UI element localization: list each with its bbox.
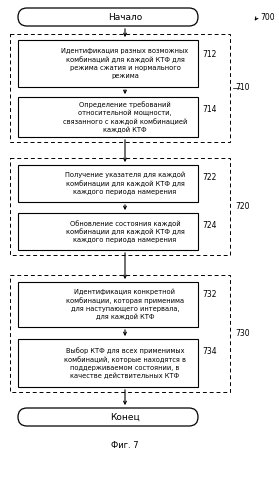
- FancyBboxPatch shape: [18, 408, 198, 426]
- Text: 724: 724: [202, 221, 217, 230]
- Text: 720: 720: [235, 202, 249, 211]
- Bar: [18, 213, 198, 250]
- Text: Начало: Начало: [108, 12, 142, 22]
- Bar: [18, 282, 198, 327]
- Text: Выбор КТФ для всех применимых
комбинаций, которые находятся в
поддерживаемом сос: Выбор КТФ для всех применимых комбинаций…: [64, 347, 186, 379]
- Text: Идентификация конкретной
комбинации, которая применима
для наступающего интервал: Идентификация конкретной комбинации, кот…: [66, 288, 184, 320]
- Text: 730: 730: [235, 329, 250, 338]
- Bar: [10, 158, 230, 255]
- FancyBboxPatch shape: [18, 8, 198, 26]
- Bar: [18, 40, 198, 87]
- Bar: [18, 165, 198, 202]
- Bar: [18, 339, 198, 387]
- Text: 732: 732: [202, 290, 217, 299]
- Text: Идентификация разных возможных
комбинаций для каждой КТФ для
режима сжатия и нор: Идентификация разных возможных комбинаци…: [61, 48, 189, 78]
- Text: Определение требований
относительной мощности,
связанного с каждой комбинацией
к: Определение требований относительной мощ…: [63, 100, 187, 134]
- Text: Конец: Конец: [110, 412, 140, 422]
- Text: Получение указателя для каждой
комбинации для каждой КТФ для
каждого периода нам: Получение указателя для каждой комбинаци…: [65, 172, 185, 195]
- Text: 700: 700: [260, 14, 275, 22]
- Bar: [10, 34, 230, 142]
- Text: Обновление состояния каждой
комбинации для каждой КТФ для
каждого периода намере: Обновление состояния каждой комбинации д…: [66, 220, 184, 243]
- Bar: [18, 97, 198, 137]
- Text: 734: 734: [202, 347, 217, 356]
- Text: 712: 712: [202, 50, 217, 59]
- Text: Фиг. 7: Фиг. 7: [111, 440, 139, 450]
- Text: 714: 714: [202, 105, 217, 114]
- Bar: [10, 275, 230, 392]
- Text: 710: 710: [235, 84, 249, 92]
- Text: 722: 722: [202, 173, 217, 182]
